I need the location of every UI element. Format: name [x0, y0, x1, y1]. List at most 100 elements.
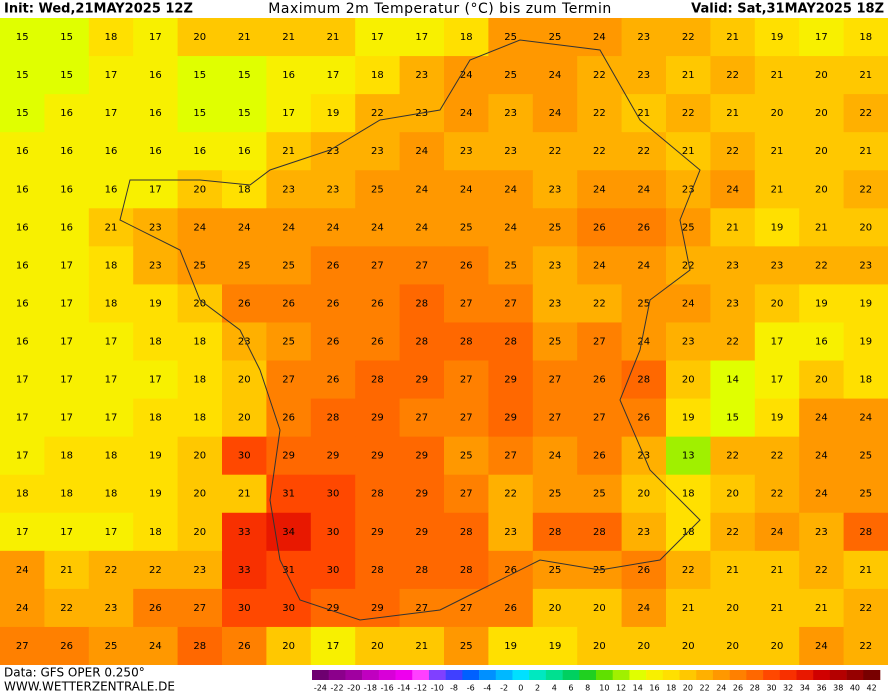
legend-swatch [512, 670, 530, 680]
temperature-cell [532, 360, 578, 400]
temperature-value: 22 [726, 146, 739, 157]
temperature-value: 28 [460, 565, 473, 576]
temperature-value: 26 [637, 565, 650, 576]
legend-swatch [345, 670, 363, 680]
temperature-cell [444, 94, 489, 133]
temperature-value: 27 [460, 413, 473, 424]
temperature-value: 22 [859, 108, 872, 119]
temperature-value: 28 [371, 375, 384, 386]
temperature-cell [754, 360, 800, 400]
temperature-cell [754, 398, 800, 438]
temperature-cell [88, 56, 134, 95]
legend-swatch [328, 670, 346, 680]
temperature-value: 26 [460, 260, 473, 271]
temperature-cell [799, 246, 845, 285]
temperature-cell [532, 284, 578, 323]
data-source: Data: GFS OPER 0.250° [4, 666, 145, 680]
temperature-value: 23 [149, 222, 162, 233]
temperature-value: 22 [815, 260, 828, 271]
temperature-value: 21 [105, 222, 118, 233]
temperature-cell [177, 436, 223, 476]
temperature-value: 23 [637, 32, 650, 43]
legend-label: 12 [616, 684, 626, 693]
temperature-cell [355, 284, 401, 323]
temperature-cell [355, 436, 401, 476]
temperature-cell [577, 94, 623, 133]
temperature-value: 28 [415, 565, 428, 576]
temperature-cell [444, 322, 489, 362]
temperature-value: 30 [327, 565, 340, 576]
temperature-value: 20 [637, 489, 650, 500]
temperature-cell [310, 626, 356, 666]
temperature-cell [266, 208, 312, 247]
temperature-cell [532, 246, 578, 285]
legend-swatch [813, 670, 831, 680]
temperature-cell [444, 132, 489, 171]
temperature-value: 27 [593, 413, 606, 424]
temperature-value: 20 [682, 375, 695, 386]
temperature-cell [444, 18, 489, 57]
legend-swatch [462, 670, 480, 680]
temperature-cell [222, 132, 267, 171]
temperature-value: 24 [815, 489, 828, 500]
temperature-value: 18 [682, 489, 695, 500]
temperature-cell [577, 284, 623, 323]
temperature-cell [310, 398, 356, 438]
temperature-cell [532, 588, 578, 628]
temperature-cell [0, 94, 45, 133]
temperature-value: 21 [726, 108, 739, 119]
temperature-cell [266, 550, 312, 590]
temperature-value: 22 [149, 565, 162, 576]
temperature-cell [488, 322, 534, 362]
temperature-cell [44, 246, 90, 285]
temperature-cell [444, 398, 489, 438]
temperature-cell [310, 170, 356, 209]
temperature-value: 18 [105, 298, 118, 309]
temperature-cell [577, 436, 623, 476]
temperature-value: 27 [415, 260, 428, 271]
temperature-cell [177, 56, 223, 95]
temperature-value: 26 [327, 375, 340, 386]
temperature-cell [355, 208, 401, 247]
temperature-cell [266, 322, 312, 362]
temperature-value: 34 [282, 527, 295, 538]
temperature-value: 23 [504, 146, 517, 157]
temperature-value: 15 [238, 108, 251, 119]
legend-swatch [796, 670, 814, 680]
temperature-value: 15 [16, 70, 29, 81]
temperature-value: 24 [771, 527, 784, 538]
temperature-value: 26 [282, 298, 295, 309]
temperature-cell [88, 626, 134, 666]
temperature-value: 21 [682, 603, 695, 614]
temperature-cell [44, 94, 90, 133]
temperature-value: 17 [16, 375, 29, 386]
temperature-cell [44, 436, 90, 476]
temperature-value: 21 [726, 32, 739, 43]
temperature-cell [266, 56, 312, 95]
temperature-value: 20 [815, 108, 828, 119]
temperature-cell [444, 170, 489, 209]
temperature-cell [754, 56, 800, 95]
legend-label: 16 [649, 684, 659, 693]
temperature-cell [222, 626, 267, 666]
temperature-value: 25 [549, 222, 562, 233]
temperature-value: 25 [549, 337, 562, 348]
valid-time: Valid: Sat,31MAY2025 18Z [691, 2, 884, 17]
temperature-cell [177, 170, 223, 209]
temperature-value: 24 [460, 184, 473, 195]
temperature-cell [44, 322, 90, 362]
temperature-cell [666, 588, 711, 628]
temperature-cell [666, 360, 711, 400]
temperature-cell [710, 436, 756, 476]
temperature-value: 25 [549, 32, 562, 43]
temperature-cell [621, 132, 667, 171]
temperature-value: 20 [193, 527, 206, 538]
temperature-cell [444, 284, 489, 323]
legend-label: 24 [716, 684, 726, 693]
temperature-value: 22 [859, 184, 872, 195]
temperature-value: 23 [859, 260, 872, 271]
temperature-value: 27 [504, 298, 517, 309]
temperature-cell [0, 512, 45, 552]
temperature-value: 17 [60, 298, 73, 309]
temperature-value: 22 [637, 146, 650, 157]
